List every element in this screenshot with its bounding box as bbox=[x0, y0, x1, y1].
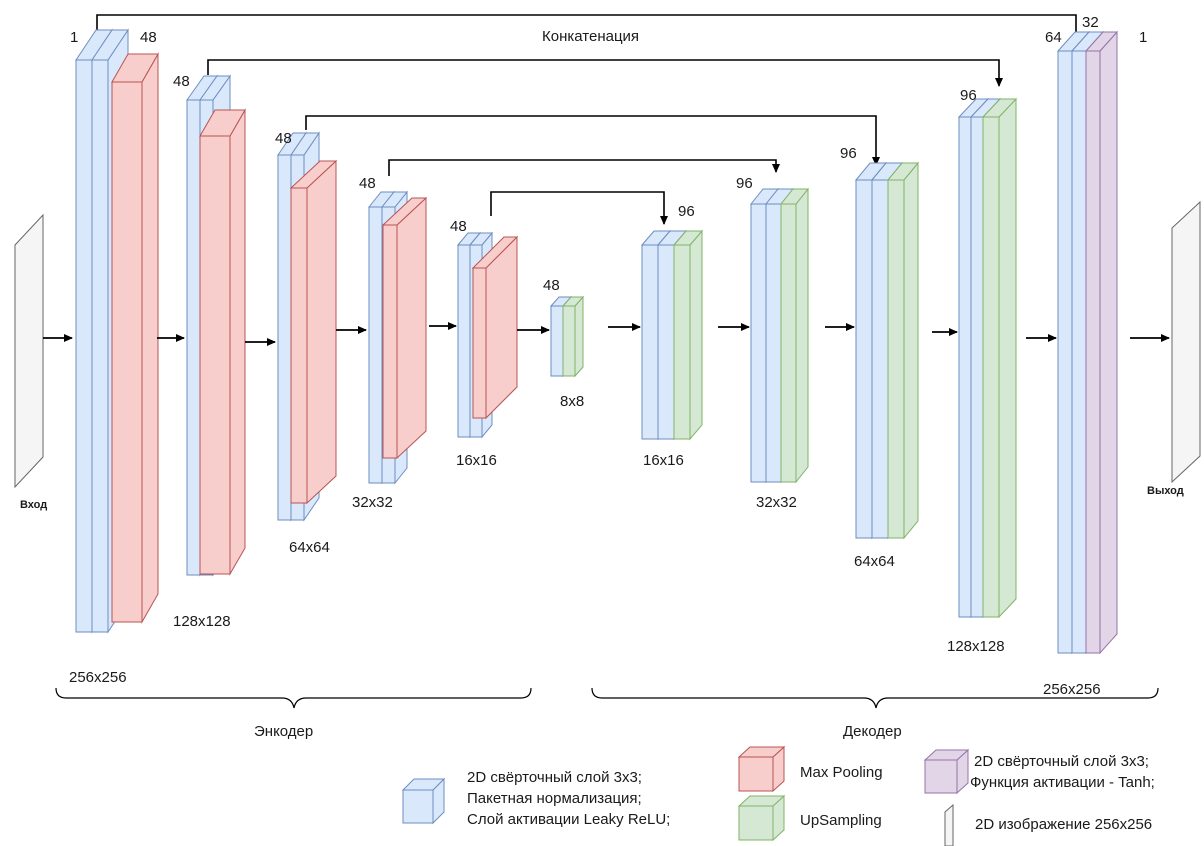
up-layer bbox=[903, 161, 919, 540]
up-layer bbox=[998, 97, 1017, 619]
conv-layer bbox=[958, 116, 972, 618]
size-label: 256x256 bbox=[1043, 681, 1101, 698]
up-layer bbox=[562, 305, 576, 377]
channel-label: 1 bbox=[1139, 29, 1147, 46]
channel-label: 48 bbox=[140, 29, 157, 46]
legend-maxpool-text: Max Pooling bbox=[800, 764, 883, 781]
tanh-layer bbox=[1099, 30, 1118, 655]
channel-label: 32 bbox=[1082, 14, 1099, 31]
channel-label: 1 bbox=[70, 29, 78, 46]
flow-arrows bbox=[43, 322, 1170, 346]
pool-layer bbox=[290, 187, 308, 504]
up-layer bbox=[574, 295, 584, 378]
up-layer bbox=[673, 244, 691, 440]
network-blocks bbox=[75, 28, 1119, 846]
conv-layer bbox=[657, 244, 675, 440]
legend-image-text: 2D изображение 256x256 bbox=[975, 816, 1152, 833]
conv-layer bbox=[750, 203, 767, 483]
pool-layer bbox=[738, 756, 774, 792]
up-layer bbox=[982, 116, 1000, 618]
conv-layer bbox=[641, 244, 659, 440]
skip-connections bbox=[96, 14, 1080, 225]
image-icon bbox=[944, 803, 954, 846]
decoder-brace bbox=[591, 687, 1159, 709]
pool-layer bbox=[306, 159, 337, 505]
conv-layer bbox=[970, 116, 984, 618]
conv-layer bbox=[1057, 50, 1073, 654]
channel-label: 48 bbox=[450, 218, 467, 235]
conv-layer bbox=[871, 179, 889, 539]
skip-connection-4 bbox=[388, 159, 780, 176]
size-label: 32x32 bbox=[352, 494, 393, 511]
up-layer bbox=[780, 203, 797, 483]
channel-label: 96 bbox=[736, 175, 753, 192]
encoder-brace bbox=[55, 687, 532, 709]
channel-label: 96 bbox=[678, 203, 695, 220]
encoder-label: Энкодер bbox=[254, 723, 313, 740]
pool-layer bbox=[199, 135, 231, 575]
conv-layer bbox=[186, 99, 201, 576]
conv-layer bbox=[457, 244, 471, 438]
size-label: 32x32 bbox=[756, 494, 797, 511]
size-label: 16x16 bbox=[643, 452, 684, 469]
up-layer bbox=[887, 179, 905, 539]
legend-conv-text: Пакетная нормализация; bbox=[467, 790, 642, 807]
pool-layer bbox=[382, 224, 398, 459]
conv-layer bbox=[75, 59, 93, 633]
concat-label: Конкатенация bbox=[542, 28, 639, 45]
legend-tanh-text: 2D свёрточный слой 3x3; bbox=[974, 753, 1149, 770]
skip-connection-3 bbox=[305, 115, 880, 166]
legend-tanh-text: Функция активации - Tanh; bbox=[970, 774, 1155, 791]
conv-layer bbox=[368, 206, 383, 484]
pool-layer bbox=[396, 196, 427, 460]
skip-connection-5 bbox=[490, 191, 668, 225]
pool-layer bbox=[229, 108, 246, 576]
size-label: 64x64 bbox=[854, 553, 895, 570]
conv-layer bbox=[550, 305, 564, 377]
legend-upsampling-text: UpSampling bbox=[800, 812, 882, 829]
decoder-label: Декодер bbox=[843, 723, 902, 740]
channel-label: 48 bbox=[173, 73, 190, 90]
conv-layer bbox=[1071, 50, 1087, 654]
tanh-layer bbox=[924, 759, 958, 794]
input-image bbox=[14, 213, 44, 489]
input-label: Вход bbox=[20, 499, 47, 511]
up-layer bbox=[689, 229, 703, 441]
conv-layer bbox=[765, 203, 782, 483]
channel-label: 48 bbox=[359, 175, 376, 192]
channel-label: 96 bbox=[840, 145, 857, 162]
legend-conv-text: 2D свёрточный слой 3x3; bbox=[467, 769, 642, 786]
up-layer bbox=[738, 805, 774, 841]
output-label: Выход bbox=[1147, 485, 1184, 497]
skip-connection-2 bbox=[207, 59, 1003, 87]
legend-conv-text: Слой активации Leaky ReLU; bbox=[467, 811, 670, 828]
size-label: 128x128 bbox=[947, 638, 1005, 655]
channel-label: 48 bbox=[543, 277, 560, 294]
size-label: 64x64 bbox=[289, 539, 330, 556]
tanh-layer bbox=[1085, 50, 1101, 654]
size-label: 128x128 bbox=[173, 613, 231, 630]
conv-layer bbox=[855, 179, 873, 539]
pool-layer bbox=[472, 267, 487, 419]
pool-layer bbox=[111, 81, 143, 623]
conv-layer bbox=[402, 789, 434, 824]
channel-label: 96 bbox=[960, 87, 977, 104]
up-layer bbox=[795, 187, 809, 484]
channel-label: 48 bbox=[275, 130, 292, 147]
size-label: 256x256 bbox=[69, 669, 127, 686]
conv-layer bbox=[91, 59, 109, 633]
legend: 2D свёрточный слой 3x3; Пакетная нормали… bbox=[467, 753, 1155, 833]
conv-layer bbox=[277, 154, 292, 521]
channel-label: 64 bbox=[1045, 29, 1062, 46]
skip-connection-1 bbox=[96, 14, 1080, 47]
pool-layer bbox=[141, 52, 159, 624]
output-image bbox=[1171, 200, 1201, 484]
pool-layer bbox=[485, 235, 518, 420]
size-label: 16x16 bbox=[456, 452, 497, 469]
size-label: 8x8 bbox=[560, 393, 584, 410]
